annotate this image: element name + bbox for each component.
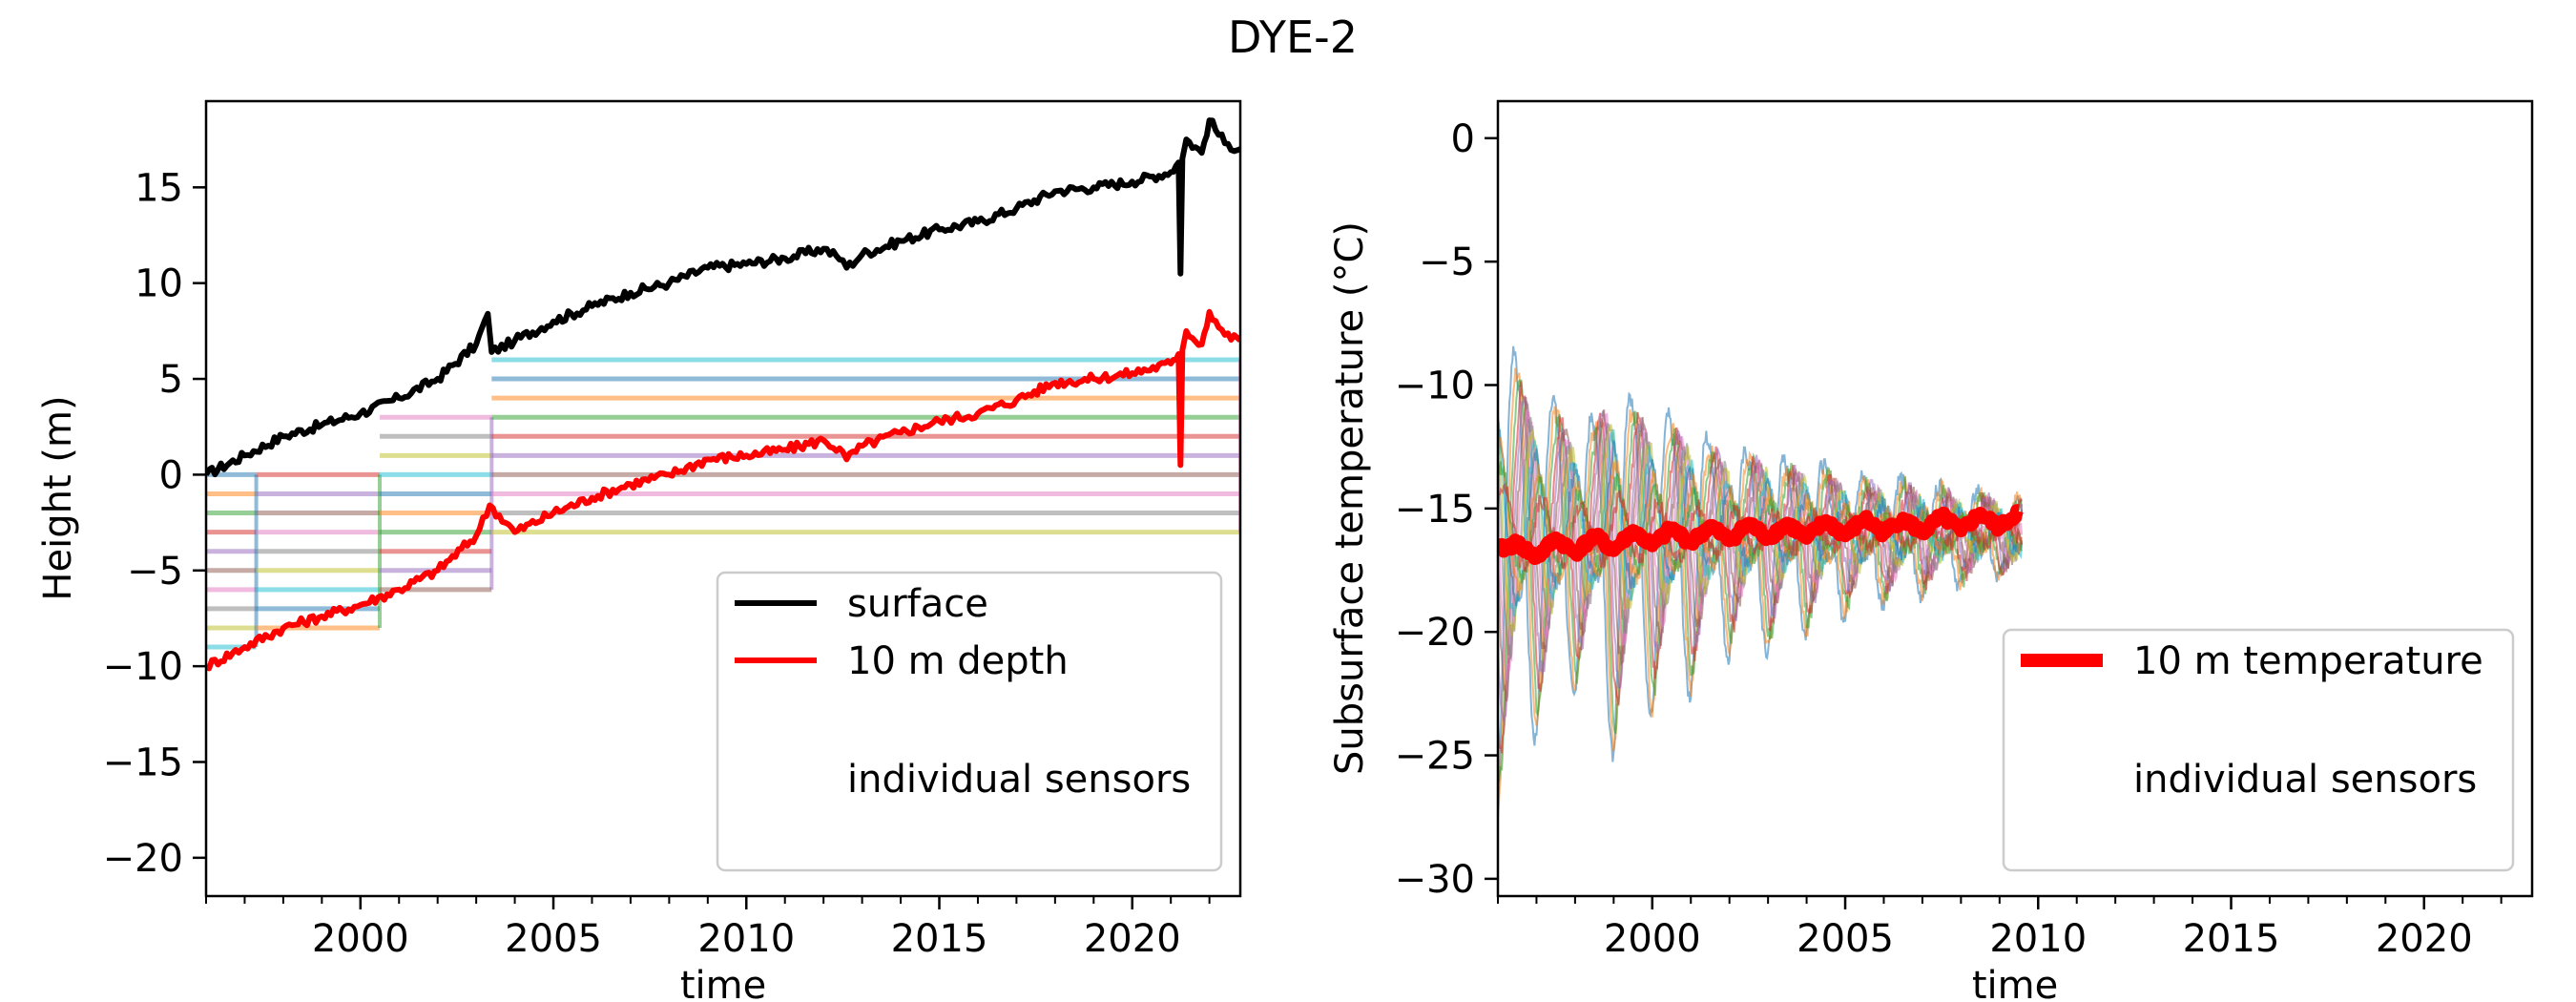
x-tick-label: 2005 [1797, 917, 1894, 961]
plot-frame [1496, 99, 2534, 898]
legend-label-individual-sensors: individual sensors [847, 758, 1191, 802]
x-axis-label: time [680, 964, 766, 1002]
y-tick-label: −30 [1395, 858, 1475, 902]
y-tick-label: 15 [135, 166, 183, 210]
temperature-chart: 2000 2005 2010 2015 2020 −30−25−20−15−10−50 … [1328, 99, 2534, 1002]
y-tick-label: −10 [103, 645, 183, 689]
sensor-temperature-line [1498, 417, 2024, 659]
legend-box [2002, 628, 2515, 872]
legend-label-10m-temperature: 10 m temperature [2133, 639, 2483, 683]
legend: 10 m temperature individual sensors [2002, 628, 2515, 872]
series-line-10m-temperature [1498, 504, 2024, 565]
y-tick-label: −20 [1395, 611, 1475, 655]
y-tick-label: −5 [1419, 240, 1475, 284]
sensor-temperature-line [1498, 409, 2024, 681]
legend-label-individual-sensors: individual sensors [2133, 758, 2477, 802]
y-tick-label: −10 [1395, 365, 1475, 408]
plot-frame [204, 99, 1242, 898]
y-axis-label: Height (m) [36, 395, 80, 600]
x-tick-label: 2010 [697, 917, 795, 961]
series-line-surface [206, 117, 1240, 478]
y-tick-label: 0 [1451, 117, 1475, 161]
series-lines [1498, 504, 2024, 565]
sensor-lines [1498, 345, 2024, 819]
y-tick-label: −25 [1395, 735, 1475, 779]
y-tick-label: 0 [159, 453, 183, 497]
figure-title: DYE-2 [1228, 11, 1358, 63]
legend-label-surface: surface [847, 582, 988, 626]
x-axis-ticks: 2000 2005 2010 2015 2020 [1497, 896, 2503, 961]
x-axis-ticks: 2000 2005 2010 2015 2020 [205, 896, 1211, 961]
y-axis-ticks: −20 −15 −10 −5 0 5 10 15 [103, 166, 206, 881]
y-tick-label: −15 [103, 741, 183, 784]
x-tick-label: 2005 [505, 917, 602, 961]
y-tick-label: 10 [135, 262, 183, 306]
legend: surface 10 m depth individual sensors [716, 571, 1223, 872]
sensor-temperature-line [1498, 345, 2024, 813]
x-tick-label: 2020 [1084, 917, 1181, 961]
x-tick-label: 2015 [2183, 917, 2280, 961]
series-line-10-m-depth [206, 308, 1240, 672]
y-tick-label: −20 [103, 837, 183, 881]
series-lines [206, 117, 1240, 672]
x-tick-label: 2015 [891, 917, 988, 961]
x-tick-label: 2000 [312, 917, 409, 961]
x-tick-label: 2010 [1989, 917, 2087, 961]
y-tick-label: −15 [1395, 488, 1475, 532]
legend-box [716, 571, 1223, 872]
sensor-lines [206, 357, 1240, 650]
x-axis-label: time [1972, 964, 2058, 1002]
y-axis-ticks: −30 −25 −20 −15 −10 −5 0 [1395, 117, 1498, 902]
x-tick-label: 2020 [2376, 917, 2473, 961]
y-axis-label: Subsurface temperature (°C) [1328, 221, 1372, 775]
height-chart: 2000 2005 2010 2015 2020 −20 −15 −10 −5 0 5 10 15 t… [36, 99, 1242, 1002]
y-tick-label: −5 [127, 550, 183, 594]
x-tick-label: 2000 [1604, 917, 1701, 961]
legend-label-10m-depth: 10 m depth [847, 639, 1069, 683]
y-tick-label: 5 [159, 358, 183, 402]
